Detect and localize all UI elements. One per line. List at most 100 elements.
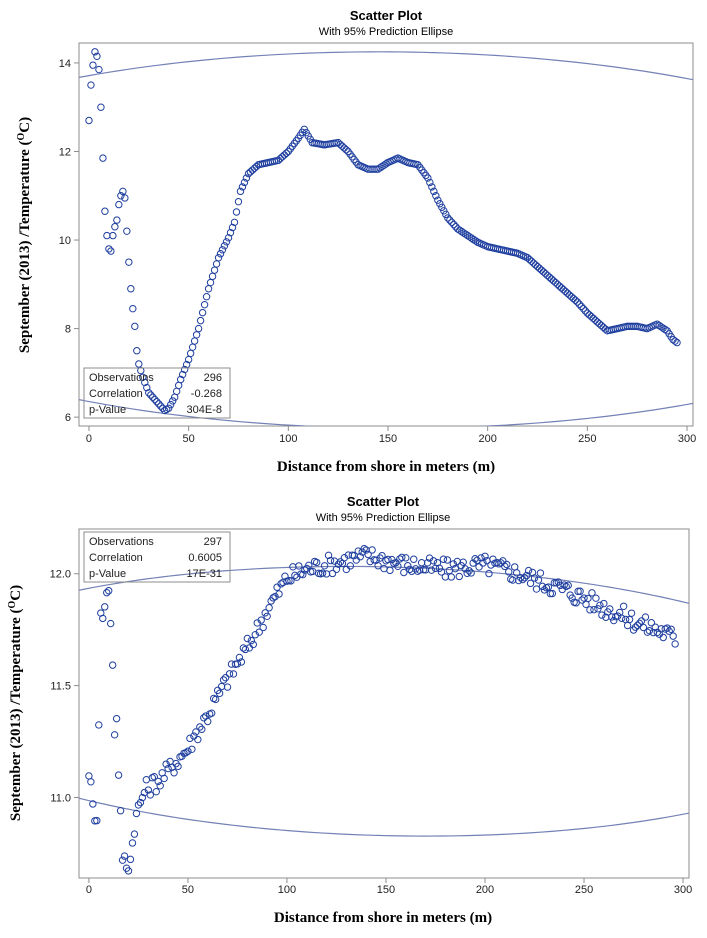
data-point bbox=[87, 778, 95, 786]
data-point bbox=[481, 552, 489, 560]
data-point bbox=[661, 325, 669, 334]
data-point bbox=[550, 579, 559, 587]
data-point bbox=[232, 208, 241, 216]
data-point bbox=[667, 625, 675, 633]
data-point bbox=[518, 575, 527, 584]
data-point bbox=[154, 777, 162, 786]
data-point bbox=[99, 614, 107, 623]
data-point bbox=[124, 867, 133, 875]
data-point bbox=[281, 572, 289, 580]
data-point bbox=[170, 769, 178, 777]
data-point bbox=[442, 210, 450, 219]
data-point bbox=[265, 604, 273, 612]
data-point bbox=[610, 616, 618, 625]
data-point bbox=[560, 581, 568, 589]
data-point bbox=[219, 676, 228, 684]
y-tick-label: 12.0 bbox=[50, 569, 71, 581]
data-point bbox=[549, 277, 558, 285]
data-point bbox=[573, 298, 582, 306]
data-point bbox=[278, 153, 287, 161]
stats-inset: Observations 296 Correlation -0.268 p-Va… bbox=[83, 367, 231, 419]
data-point bbox=[180, 365, 189, 374]
data-point bbox=[537, 266, 546, 274]
data-point bbox=[586, 606, 594, 614]
prediction-ellipse bbox=[79, 51, 693, 426]
data-point bbox=[257, 616, 265, 624]
chart-subtitle: With 95% Prediction Ellipse bbox=[316, 512, 451, 524]
data-point bbox=[473, 556, 481, 565]
data-point bbox=[305, 561, 313, 570]
y-tick-label: 11.5 bbox=[50, 681, 71, 693]
data-point bbox=[411, 565, 420, 573]
data-point bbox=[623, 621, 632, 630]
data-point bbox=[534, 576, 543, 584]
data-point bbox=[588, 589, 596, 597]
data-point bbox=[396, 555, 404, 563]
data-point bbox=[114, 771, 123, 779]
data-point bbox=[111, 223, 119, 231]
data-point bbox=[424, 174, 432, 182]
data-point bbox=[479, 559, 487, 567]
data-point bbox=[99, 154, 107, 162]
ellipse-curve bbox=[79, 51, 693, 426]
data-point bbox=[559, 285, 568, 294]
data-point bbox=[200, 714, 208, 722]
data-point bbox=[130, 830, 139, 838]
data-point bbox=[572, 599, 580, 607]
data-point bbox=[133, 347, 141, 355]
chart-title: Scatter Plot bbox=[347, 494, 420, 509]
data-point bbox=[144, 786, 153, 794]
data-point bbox=[659, 633, 667, 642]
x-tick-label: 100 bbox=[278, 884, 296, 896]
data-point bbox=[202, 293, 211, 301]
data-point bbox=[184, 747, 192, 755]
x-tick-label: 200 bbox=[478, 433, 496, 445]
data-point bbox=[342, 565, 351, 574]
data-point bbox=[555, 282, 564, 290]
data-point bbox=[279, 578, 287, 587]
y-tick-label: 12 bbox=[59, 146, 71, 158]
data-point bbox=[224, 234, 233, 242]
data-point bbox=[467, 569, 475, 577]
x-tick-label: 250 bbox=[578, 433, 596, 445]
data-point bbox=[546, 589, 555, 598]
data-point bbox=[565, 291, 574, 299]
y-axis-label: September (2013) /Temperature (OC) bbox=[7, 585, 25, 821]
data-point bbox=[188, 343, 197, 351]
data-point bbox=[95, 65, 103, 74]
data-point bbox=[647, 619, 656, 627]
data-point bbox=[627, 609, 636, 617]
y-tick-label: 11.0 bbox=[50, 792, 71, 804]
stat-value: 0.6005 bbox=[188, 552, 222, 564]
data-point bbox=[637, 617, 646, 625]
data-point bbox=[147, 391, 155, 399]
data-point bbox=[440, 207, 448, 215]
data-point bbox=[434, 196, 442, 204]
data-point bbox=[366, 557, 374, 566]
data-point bbox=[116, 807, 125, 815]
data-point bbox=[671, 337, 679, 345]
data-point bbox=[151, 395, 159, 404]
data-point bbox=[557, 284, 566, 292]
data-point bbox=[251, 631, 259, 639]
data-point bbox=[93, 52, 101, 60]
data-point bbox=[338, 142, 346, 150]
data-point bbox=[271, 592, 279, 601]
data-point bbox=[212, 260, 221, 268]
data-point bbox=[117, 192, 125, 200]
data-point bbox=[336, 140, 344, 149]
y-tick-label: 6 bbox=[65, 412, 71, 424]
x-axis-label: Distance from shore in meters (m) bbox=[274, 910, 492, 926]
data-point bbox=[581, 307, 590, 315]
data-point bbox=[127, 285, 135, 293]
data-point bbox=[137, 366, 145, 375]
data-point bbox=[597, 321, 605, 330]
data-point bbox=[136, 798, 145, 807]
plot-frame bbox=[78, 42, 694, 427]
data-point bbox=[577, 302, 586, 311]
data-point bbox=[182, 748, 190, 757]
stat-value: 17E-31 bbox=[187, 568, 222, 580]
data-point bbox=[132, 809, 141, 818]
data-point bbox=[196, 316, 205, 325]
